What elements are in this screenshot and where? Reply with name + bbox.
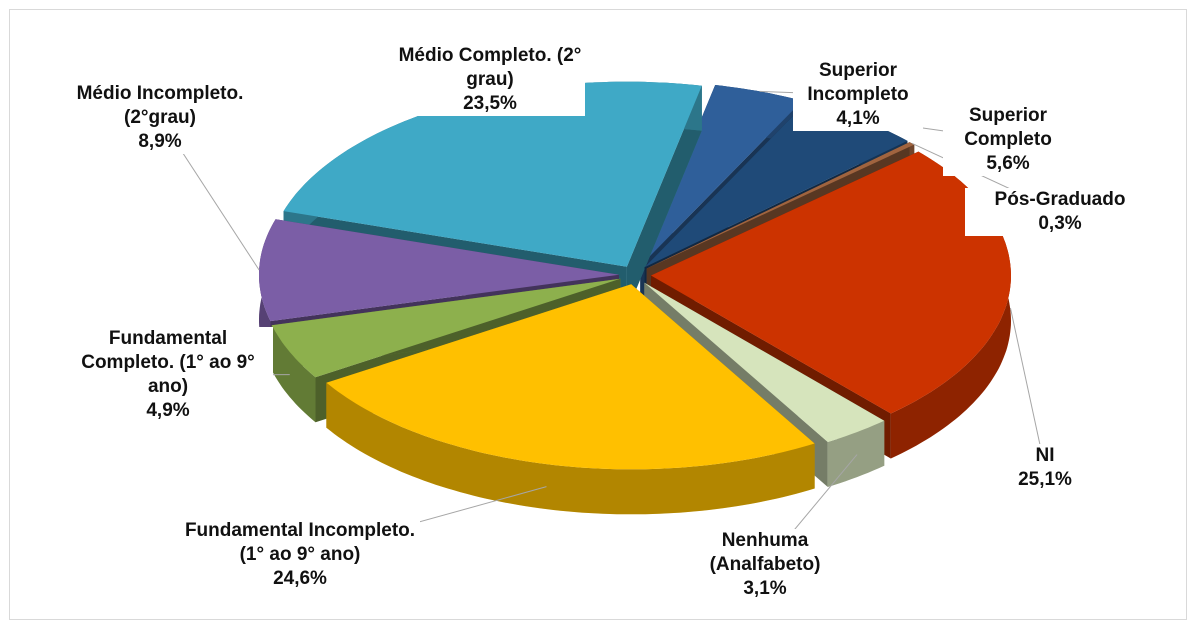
slice-shade [326, 382, 815, 515]
category-label: Fundamental Incompleto. (1° ao 9° ano) [184, 520, 416, 565]
slice-side [326, 382, 815, 515]
value-label: 0,3% [1038, 213, 1082, 234]
category-label: Superior Completo [964, 105, 1052, 150]
category-label: Nenhuma (Analfabeto) [709, 530, 821, 575]
slice [326, 284, 815, 470]
leader-line [1009, 307, 1046, 469]
slice-shade [626, 85, 702, 312]
slice-wall [626, 85, 702, 312]
slice-shade [827, 420, 885, 487]
category-label: Pós-Graduado [994, 189, 1126, 210]
slice [651, 151, 1011, 414]
data-label: NI 25,1% [1010, 444, 1080, 492]
value-label: 5,6% [986, 153, 1030, 174]
slice [644, 102, 908, 268]
slice [640, 85, 803, 266]
data-label: Fundamental Incompleto. (1° ao 9° ano) 24… [180, 519, 420, 591]
value-label: 3,1% [743, 578, 787, 599]
value-label: 23,5% [463, 93, 517, 114]
value-label: 4,9% [146, 400, 190, 421]
value-label: 8,9% [138, 131, 182, 152]
category-label: Superior Incompleto [807, 60, 909, 105]
data-label: Nenhuma (Analfabeto) 3,1% [680, 529, 850, 601]
data-label: Médio Completo. (2° grau) 23,5% [395, 44, 585, 116]
value-label: 24,6% [273, 568, 327, 589]
slice-side [827, 420, 885, 487]
value-label: 4,1% [836, 108, 880, 129]
slice-side [271, 325, 316, 423]
data-label: Pós-Graduado 0,3% [965, 188, 1155, 236]
data-label: Superior Completo 5,6% [943, 104, 1073, 176]
category-label: NI [1035, 445, 1055, 466]
slice [283, 81, 702, 267]
value-label: 25,1% [1018, 469, 1072, 490]
data-label: Fundamental Completo. (1° ao 9° ano) 4,9% [63, 327, 273, 423]
chart-frame [9, 9, 1187, 620]
slice [644, 282, 885, 442]
category-label: Fundamental Completo. (1° ao 9° ano) [81, 328, 255, 397]
category-label: Médio Incompleto. (2°grau) [76, 83, 244, 128]
slice [646, 142, 915, 269]
data-label: Superior Incompleto 4,1% [793, 59, 923, 131]
category-label: Médio Completo. (2° grau) [398, 45, 582, 90]
data-label: Médio Incompleto. (2°grau) 8,9% [60, 82, 260, 154]
slice [259, 219, 619, 322]
slice [271, 278, 621, 378]
slice-shade [271, 325, 316, 423]
